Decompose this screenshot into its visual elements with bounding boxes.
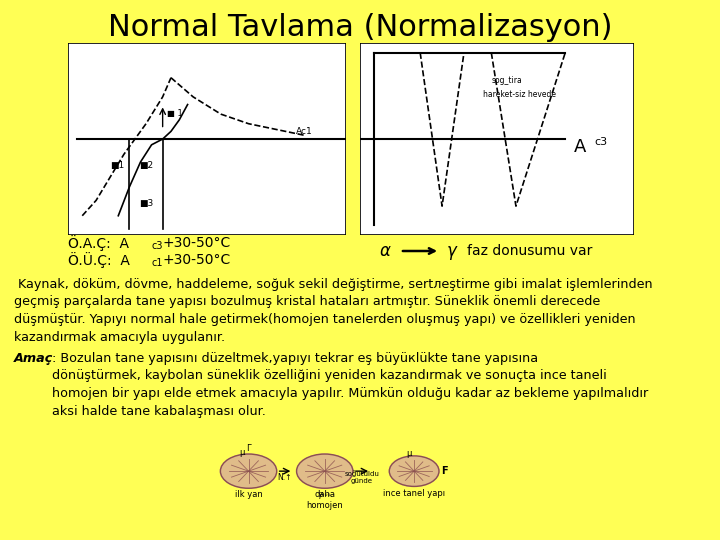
Text: ince tanel yapı: ince tanel yapı <box>383 489 445 497</box>
Text: soğutuldu
günde: soğutuldu günde <box>344 470 379 484</box>
Text: c3: c3 <box>152 241 163 251</box>
Text: sog_tira: sog_tira <box>491 77 522 85</box>
Text: N.↑: N.↑ <box>277 474 292 482</box>
Text: Ac1: Ac1 <box>296 127 312 136</box>
Text: Amaç: Amaç <box>14 352 53 365</box>
Text: Normal Tavlama (Normalizasyon): Normal Tavlama (Normalizasyon) <box>108 14 612 43</box>
Text: Ö.Ü.Ç:  A: Ö.Ü.Ç: A <box>68 252 130 268</box>
Text: F: F <box>441 466 447 476</box>
Text: Ö.A.Ç:  A: Ö.A.Ç: A <box>68 235 129 251</box>
FancyBboxPatch shape <box>360 43 634 235</box>
Text: α: α <box>380 242 391 260</box>
Ellipse shape <box>297 454 353 488</box>
Text: Kaynak, döküm, dövme, haddeleme, soğuk sekil değiştirme, sertлеştirme gibi imala: Kaynak, döküm, dövme, haddeleme, soğuk s… <box>14 278 652 343</box>
Text: +30-50°C: +30-50°C <box>163 236 231 250</box>
Text: ■1: ■1 <box>110 161 125 170</box>
Text: +30-50°C: +30-50°C <box>163 253 231 267</box>
Text: ■2: ■2 <box>139 161 153 170</box>
Text: μ: μ <box>407 449 412 458</box>
Text: faz donusumu var: faz donusumu var <box>467 244 593 258</box>
Text: ■ 1: ■ 1 <box>167 109 183 118</box>
Text: hareket-siz hevede: hareket-siz hevede <box>483 90 556 99</box>
Text: c3: c3 <box>594 137 607 147</box>
Text: A: A <box>573 138 586 157</box>
Text: : Bozulan tane yapısını düzeltmek,yapıyı tekrar eş büyüкlükte tane yapısına
dönü: : Bozulan tane yapısını düzeltmek,yapıyı… <box>52 352 648 417</box>
Text: μ: μ <box>239 448 245 457</box>
FancyBboxPatch shape <box>68 43 346 235</box>
Text: ilk yan: ilk yan <box>235 490 262 500</box>
Text: daha
homojen: daha homojen <box>306 490 343 510</box>
Ellipse shape <box>220 454 276 488</box>
Ellipse shape <box>390 456 439 487</box>
Text: c1: c1 <box>152 258 163 268</box>
Text: Yᵏᵏᵏ: Yᵏᵏᵏ <box>318 492 332 501</box>
Text: ■3: ■3 <box>139 199 153 208</box>
Text: γ: γ <box>447 242 457 260</box>
Text: Γ: Γ <box>246 444 251 453</box>
